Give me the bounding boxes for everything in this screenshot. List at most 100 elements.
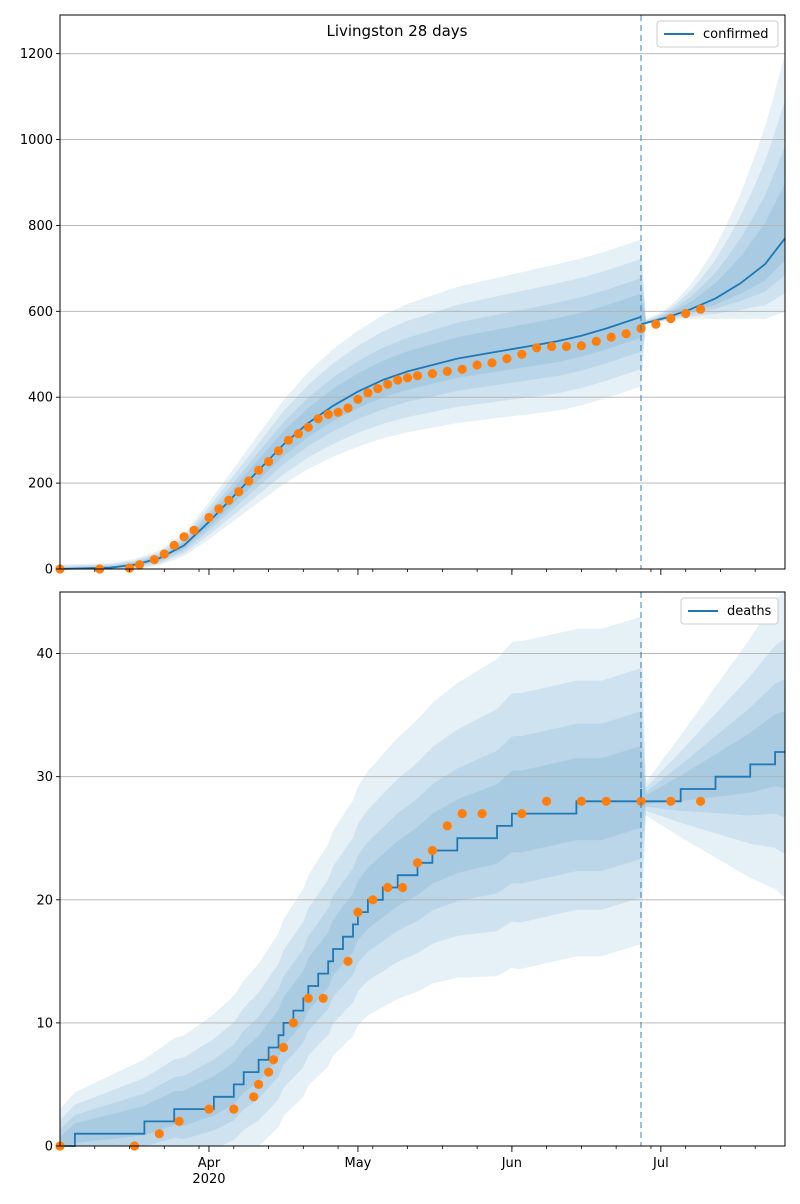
deaths-plot-frame: [59, 591, 786, 1147]
observed-point: [601, 796, 611, 806]
observed-point: [457, 809, 467, 819]
observed-point: [412, 858, 423, 868]
observed-point: [333, 407, 343, 417]
observed-point: [229, 1104, 239, 1114]
y-tick-label: 30: [36, 770, 53, 785]
uncertainty-band: [641, 54, 785, 387]
observed-point: [517, 809, 527, 819]
observed-point: [666, 314, 676, 324]
observed-point: [234, 487, 244, 497]
observed-point: [268, 1055, 279, 1065]
observed-point: [214, 504, 224, 514]
observed-point: [343, 956, 353, 966]
deaths-y-ticks: 0 10 20 30 40: [36, 647, 60, 1155]
observed-point: [373, 384, 383, 394]
observed-point: [368, 895, 378, 905]
deaths-line: [60, 789, 642, 1147]
confirmed-legend: confirmed: [656, 20, 779, 48]
observed-point: [532, 343, 542, 353]
observed-point: [403, 373, 413, 383]
observed-point: [174, 1116, 184, 1126]
uncertainty-band: [641, 183, 785, 338]
observed-point: [353, 394, 363, 404]
model-line: [640, 237, 786, 326]
observed-point: [427, 369, 437, 379]
x-tick-label: Jun: [501, 1156, 522, 1171]
observed-point: [154, 1129, 164, 1139]
observed-point: [159, 549, 169, 559]
deaths-uncertainty-bands: [60, 592, 785, 1146]
observed-point: [547, 341, 557, 352]
confirmed-gridlines: [60, 53, 785, 484]
x-tick-sublabel: 2020: [192, 1172, 225, 1187]
observed-point: [442, 366, 452, 376]
observed-point: [249, 1092, 259, 1102]
observed-point: [353, 907, 363, 917]
uncertainty-band: [60, 616, 641, 1146]
y-tick-label: 20: [36, 893, 53, 908]
chart-title: Livingston 28 days: [326, 22, 467, 40]
legend-box: [656, 20, 779, 48]
observed-point: [442, 821, 452, 831]
y-tick-label: 1000: [20, 133, 53, 148]
observed-point: [343, 403, 353, 413]
y-tick-label: 0: [45, 1140, 53, 1155]
uncertainty-band: [641, 711, 785, 828]
observed-point: [517, 349, 527, 359]
legend-label-deaths: deaths: [727, 604, 772, 619]
observed-point: [606, 332, 616, 342]
observed-point: [323, 409, 333, 419]
uncertainty-band: [60, 258, 641, 569]
confirmed-series: [55, 237, 786, 574]
observed-point: [477, 809, 487, 819]
uncertainty-band: [60, 278, 641, 569]
uncertainty-band: [641, 100, 785, 370]
y-tick-label: 40: [36, 647, 53, 662]
y-tick-label: 400: [28, 391, 53, 406]
observed-point: [383, 379, 393, 389]
uncertainty-band: [60, 711, 641, 1146]
observed-point: [189, 525, 199, 535]
observed-point: [487, 358, 497, 368]
uncertainty-band: [60, 745, 641, 1146]
observed-point: [696, 796, 706, 806]
model-line: [641, 751, 785, 803]
confirmed-y-ticks: 0 200 400 600 800 1000 1200: [20, 47, 60, 578]
observed-point: [363, 388, 373, 398]
observed-point: [224, 495, 234, 505]
y-tick-label: 10: [36, 1016, 53, 1031]
observed-point: [149, 555, 159, 565]
y-tick-label: 800: [28, 219, 53, 234]
observed-point: [681, 308, 691, 319]
observed-point: [502, 354, 512, 364]
y-tick-label: 600: [28, 305, 53, 320]
uncertainty-band: [641, 146, 785, 352]
deaths-series: [55, 751, 785, 1151]
observed-point: [293, 429, 303, 439]
uncertainty-band: [641, 679, 785, 859]
confirmed-chart: 0 200 400 600 800 1000 1200 Livingston 28 days…: [20, 14, 786, 578]
observed-point: [591, 336, 601, 346]
observed-point: [204, 512, 214, 523]
observed-point: [318, 993, 328, 1003]
observed-point: [412, 371, 423, 381]
observed-point: [636, 796, 646, 806]
observed-point: [472, 360, 482, 370]
observed-point: [179, 532, 189, 542]
observed-point: [254, 1079, 264, 1089]
observed-point: [561, 341, 572, 352]
observed-point: [383, 882, 393, 893]
observed-point: [666, 796, 676, 806]
x-tick-label: Apr: [198, 1156, 221, 1171]
observed-point: [393, 375, 403, 385]
observed-point: [169, 540, 179, 551]
observed-point: [264, 1067, 274, 1077]
observed-point: [244, 476, 254, 486]
observed-point: [427, 845, 437, 856]
observed-point: [264, 457, 274, 467]
legend-box: [680, 597, 779, 625]
observed-point: [288, 1018, 298, 1028]
